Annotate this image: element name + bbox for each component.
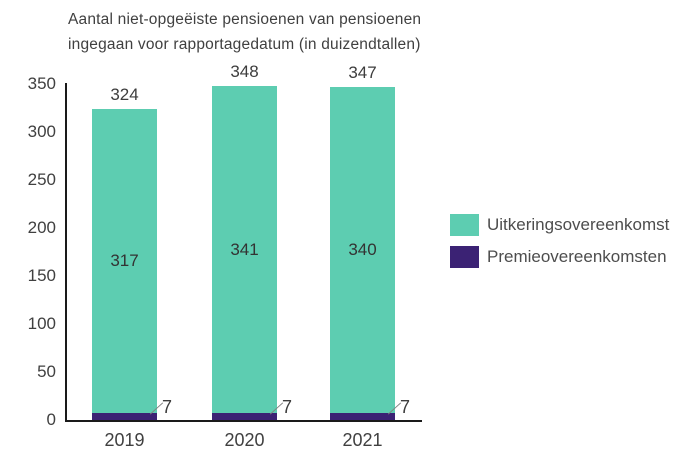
bar-segment-premieovereenkomsten — [212, 413, 277, 420]
bar-segment-value-label: 317 — [110, 251, 139, 271]
bar-total-label: 347 — [348, 62, 377, 82]
y-tick-label: 0 — [46, 410, 56, 429]
plot-area: 324 317 7 348 341 7 347 340 7 — [65, 62, 422, 422]
x-tick-label: 2020 — [224, 430, 265, 450]
bar-segment-premieovereenkomsten — [330, 413, 395, 420]
legend-swatch-purple — [450, 246, 479, 268]
legend: Uitkeringsovereenkomst Premieovereenkoms… — [450, 214, 669, 278]
y-axis-line — [65, 83, 67, 421]
chart-title: Aantal niet-opgeëiste pensioenen van pen… — [68, 7, 421, 57]
premie-value-label: 7 — [400, 397, 411, 417]
x-tick-label: 2019 — [104, 430, 145, 450]
chart-title-line1: Aantal niet-opgeëiste pensioenen van pen… — [68, 11, 422, 28]
y-tick-label: 350 — [27, 74, 56, 93]
bar-segment-uitkeringsovereenkomst — [330, 86, 395, 414]
y-tick-label: 200 — [27, 218, 56, 237]
bar-total-label: 324 — [110, 84, 139, 104]
y-tick-label: 150 — [27, 266, 56, 285]
premie-value-label: 7 — [282, 397, 293, 417]
legend-label-premieovereenkomsten: Premieovereenkomsten — [487, 247, 667, 266]
bar-segment-value-label: 340 — [348, 240, 377, 260]
x-axis-line — [65, 420, 422, 422]
legend-item-uitkeringsovereenkomst: Uitkeringsovereenkomst — [450, 214, 669, 236]
y-tick-label: 100 — [27, 314, 56, 333]
legend-item-premieovereenkomsten: Premieovereenkomsten — [450, 246, 669, 268]
bar-segment-premieovereenkomsten — [92, 413, 157, 420]
x-tick-label: 2021 — [342, 430, 383, 450]
bar-segment-uitkeringsovereenkomst — [92, 108, 157, 414]
legend-swatch-teal — [450, 214, 479, 236]
y-tick-label: 300 — [27, 122, 56, 141]
bar-segment-value-label: 341 — [230, 239, 259, 259]
chart-title-line2: ingegaan voor rapportagedatum (in duizen… — [68, 36, 421, 53]
bar-segment-uitkeringsovereenkomst — [212, 85, 277, 414]
premie-value-label: 7 — [162, 397, 173, 417]
y-tick-label: 250 — [27, 170, 56, 189]
legend-label-uitkeringsovereenkomst: Uitkeringsovereenkomst — [487, 215, 670, 234]
y-tick-label: 50 — [37, 362, 56, 381]
bar-total-label: 348 — [230, 61, 259, 81]
